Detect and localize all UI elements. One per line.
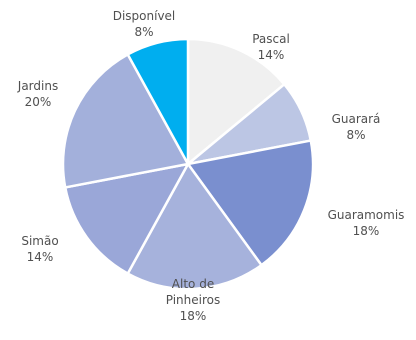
pie-label: Jardins 20% — [17, 79, 58, 109]
pie-label-value: 8% — [346, 128, 365, 142]
pie-label-name: Jardins — [17, 79, 58, 93]
pie-label-name: Guaramomis — [328, 208, 405, 222]
pie-label: Guaramomis 18% — [328, 208, 405, 238]
pie-labels: Pascal 14% Guarará 8% Guaramomis 18% Alto de Pi… — [17, 9, 405, 323]
pie-label-name: Disponível — [113, 9, 176, 23]
pie-label-name: Pascal — [252, 32, 290, 46]
pie-slice-guaramomis — [186, 139, 315, 267]
pie-label: Guarará 8% — [332, 112, 381, 142]
pie-label: Simão 14% — [21, 234, 58, 264]
pie-slice-sim-o — [63, 162, 190, 275]
pie-slices — [61, 37, 315, 291]
pie-label-name: Alto de — [172, 277, 214, 291]
pie-label-value: 14% — [27, 250, 54, 264]
pie-label: Pascal 14% — [252, 32, 290, 62]
pie-slice-jardins — [61, 53, 190, 189]
pie-label: Alto de Pinheiros 18% — [166, 277, 221, 323]
pie-label-value: 18% — [353, 224, 380, 238]
pie-slice-dispon-vel — [126, 37, 190, 166]
pie-label-name: Simão — [21, 234, 58, 248]
pie-slice-pascal — [186, 37, 286, 166]
pie-label-value: 14% — [258, 48, 285, 62]
pie-label-value: 8% — [134, 25, 153, 39]
pie-slice-alto-de-pinheiros — [126, 162, 263, 291]
pie-label-name: Guarará — [332, 112, 381, 126]
pie-label-name: Pinheiros — [166, 293, 221, 307]
pie-label: Disponível 8% — [113, 9, 176, 39]
pie-label-value: 18% — [180, 309, 207, 323]
pie-label-value: 20% — [25, 95, 52, 109]
